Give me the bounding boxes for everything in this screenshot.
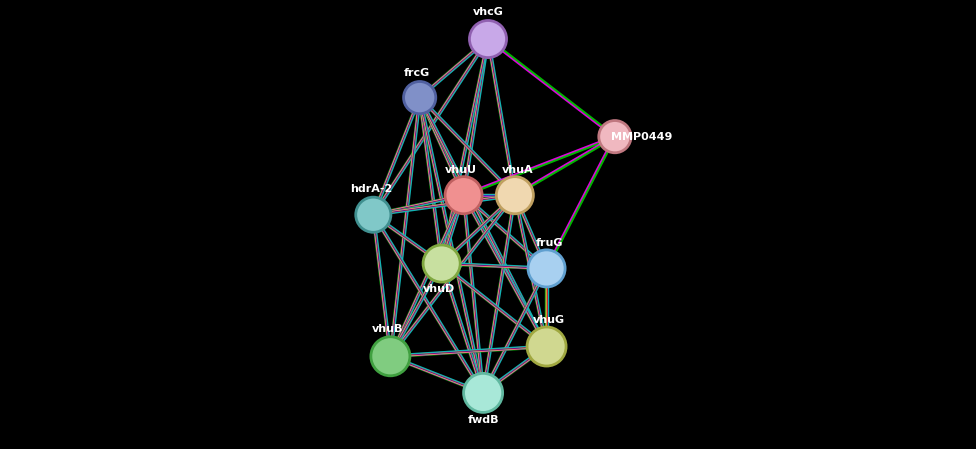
Circle shape: [371, 337, 410, 376]
Circle shape: [527, 327, 566, 366]
Text: MMP0449: MMP0449: [611, 132, 672, 141]
Text: frcG: frcG: [404, 68, 430, 78]
Text: vhuB: vhuB: [372, 325, 404, 335]
Circle shape: [528, 250, 565, 287]
Circle shape: [469, 21, 507, 57]
Text: vhuU: vhuU: [445, 165, 477, 175]
Text: vhuG: vhuG: [533, 315, 565, 325]
Circle shape: [403, 82, 435, 114]
Text: fwdB: fwdB: [468, 415, 499, 425]
Text: vhuA: vhuA: [502, 165, 533, 175]
Circle shape: [599, 120, 631, 153]
Circle shape: [445, 176, 482, 214]
Circle shape: [497, 176, 534, 214]
Text: vhuD: vhuD: [423, 284, 456, 294]
Text: hdrA-2: hdrA-2: [349, 185, 392, 194]
Circle shape: [464, 374, 503, 412]
Text: fruG: fruG: [535, 238, 563, 248]
Circle shape: [423, 245, 460, 282]
Circle shape: [355, 197, 390, 232]
Text: vhcG: vhcG: [472, 7, 504, 17]
